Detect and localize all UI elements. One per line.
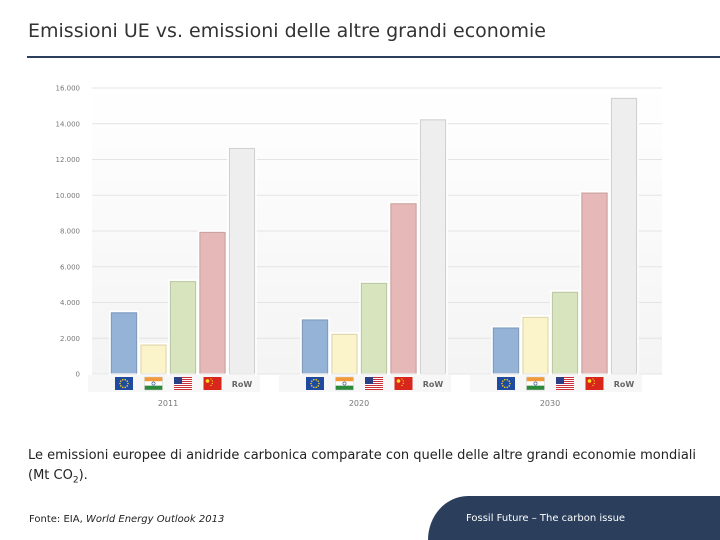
y-tick-label: 12.000 — [56, 156, 81, 164]
bar-usa-2020 — [359, 281, 389, 375]
india-flag-icon — [144, 376, 163, 391]
y-axis-ticks: 0 2.000 4.000 6.000 8.000 10.000 12.000 14.000 1… — [56, 85, 81, 379]
bar-india-2030 — [520, 315, 551, 375]
legend-strip-2020: RoW — [279, 375, 451, 392]
eu-flag-icon — [306, 377, 324, 390]
usa-flag-icon — [174, 377, 192, 390]
bar-usa-2030 — [550, 290, 580, 375]
eu-flag-icon — [115, 377, 133, 390]
x-axis-categories: 2011 2020 2030 — [158, 399, 560, 408]
y-tick-label: 8.000 — [60, 228, 80, 236]
y-tick-label: 14.000 — [56, 120, 81, 128]
source-prefix: Fonte: EIA, — [29, 514, 86, 525]
bar-edge — [581, 192, 608, 375]
legend-label-row: RoW — [232, 380, 253, 389]
bar-eu-2011 — [109, 310, 139, 375]
usa-flag-icon — [556, 377, 574, 390]
bar-edge — [552, 291, 578, 375]
bar-edge — [420, 119, 446, 375]
y-tick-label: 2.000 — [60, 335, 80, 343]
bar-edge — [361, 282, 387, 375]
china-flag-icon — [203, 377, 222, 390]
bar-india-2020 — [329, 332, 360, 375]
usa-flag-icon — [365, 377, 383, 390]
caption-subscript: 2 — [72, 475, 79, 486]
bar-china-2030 — [579, 190, 610, 375]
bar-edge — [229, 147, 255, 375]
bar-edge — [522, 316, 549, 375]
y-tick-label: 10.000 — [56, 192, 81, 200]
y-tick-label: 6.000 — [60, 263, 80, 271]
y-tick-label: 0 — [76, 371, 80, 379]
bar-chart: 0 2.000 4.000 6.000 8.000 10.000 12.000 14.000 1… — [56, 85, 662, 408]
x-category-label: 2020 — [349, 399, 369, 408]
source-title: World Energy Outlook 2013 — [85, 514, 225, 525]
source-note: Fonte: EIA, World Energy Outlook 2013 — [29, 514, 224, 525]
slide-title: Emissioni UE vs. emissioni delle altre g… — [28, 20, 546, 42]
footer-text: Fossil Future – The carbon issue — [466, 513, 626, 524]
bar-edge — [302, 319, 328, 375]
x-category-label: 2011 — [158, 399, 178, 408]
y-tick-label: 4.000 — [60, 299, 80, 307]
bar-eu-2020 — [300, 317, 330, 375]
bar-row-2030 — [609, 96, 639, 375]
legend-strip-2030: RoW — [470, 375, 642, 392]
eu-flag-icon — [497, 377, 515, 390]
bar-eu-2030 — [491, 325, 521, 375]
bar-edge — [611, 97, 637, 375]
legend-label-row: RoW — [614, 380, 635, 389]
bar-edge — [170, 281, 196, 375]
legend-strip-2011: RoW — [88, 375, 260, 392]
bar-india-2011 — [138, 342, 169, 375]
chart-bars — [109, 96, 639, 375]
bar-edge — [390, 203, 417, 375]
india-flag-icon — [526, 376, 545, 391]
caption-end: ). — [78, 468, 88, 483]
chart-legend-strips: RoW RoW RoW — [88, 375, 642, 392]
caption-main: Le emissioni europee di anidride carboni… — [28, 448, 697, 483]
bar-china-2011 — [197, 230, 228, 375]
bar-edge — [199, 232, 226, 375]
legend-label-row: RoW — [423, 380, 444, 389]
x-category-label: 2030 — [540, 399, 560, 408]
y-tick-label: 16.000 — [56, 85, 81, 93]
bar-edge — [140, 344, 167, 375]
title-rule — [27, 56, 720, 58]
china-flag-icon — [585, 377, 604, 390]
bar-edge — [493, 327, 519, 375]
footer-band — [428, 496, 720, 540]
bar-china-2020 — [388, 201, 419, 375]
china-flag-icon — [394, 377, 413, 390]
bar-row-2020 — [418, 117, 448, 375]
india-flag-icon — [335, 376, 354, 391]
chart-caption: Le emissioni europee di anidride carboni… — [28, 446, 708, 491]
bar-usa-2011 — [168, 279, 198, 375]
bar-edge — [331, 333, 358, 375]
bar-edge — [111, 312, 137, 375]
bar-row-2011 — [227, 146, 257, 375]
